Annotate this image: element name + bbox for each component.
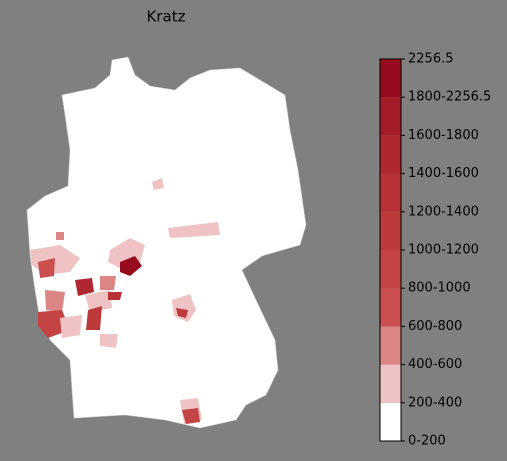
region <box>85 290 112 312</box>
region <box>152 178 164 190</box>
region <box>38 258 55 278</box>
colorbar-band <box>380 59 401 98</box>
region <box>45 290 65 312</box>
colorbar-frame <box>379 58 402 442</box>
colorbar-label: 400-600 <box>408 357 462 372</box>
region <box>86 306 102 330</box>
colorbar-band <box>380 402 401 441</box>
colorbar: 0-200 200-400 400-600 600-800 800-1000 1000-1… <box>380 52 491 449</box>
colorbar-band <box>380 288 401 327</box>
colorbar-label: 1400-1600 <box>408 166 479 181</box>
map-title: Kratz <box>147 8 186 26</box>
colorbar-label: 1600-1800 <box>408 128 479 143</box>
colorbar-band <box>380 173 401 212</box>
colorbar-label: 600-800 <box>408 319 462 334</box>
colorbar-band <box>380 326 401 365</box>
region <box>108 292 122 300</box>
colorbar-label: 800-1000 <box>408 281 471 296</box>
colorbar-band <box>380 211 401 250</box>
colorbar-label: 1200-1400 <box>408 204 479 219</box>
colorbar-label: 2256.5 <box>408 52 454 67</box>
region <box>168 222 220 238</box>
colorbar-label: 1800-2256.5 <box>408 90 491 105</box>
colorbar-label: 0-200 <box>408 434 446 449</box>
colorbar-band <box>380 97 401 136</box>
region <box>100 334 118 348</box>
region <box>60 315 82 338</box>
colorbar-label: 1000-1200 <box>408 243 479 258</box>
region <box>100 276 116 290</box>
colorbar-label: 200-400 <box>408 395 462 410</box>
colorbar-band <box>380 250 401 289</box>
germany-map <box>26 56 307 429</box>
region <box>75 278 94 296</box>
country-outline <box>26 56 307 429</box>
region <box>176 308 188 318</box>
colorbar-band <box>380 135 401 174</box>
region <box>120 256 142 276</box>
region <box>182 408 200 424</box>
region <box>56 232 64 240</box>
colorbar-band <box>380 364 401 403</box>
